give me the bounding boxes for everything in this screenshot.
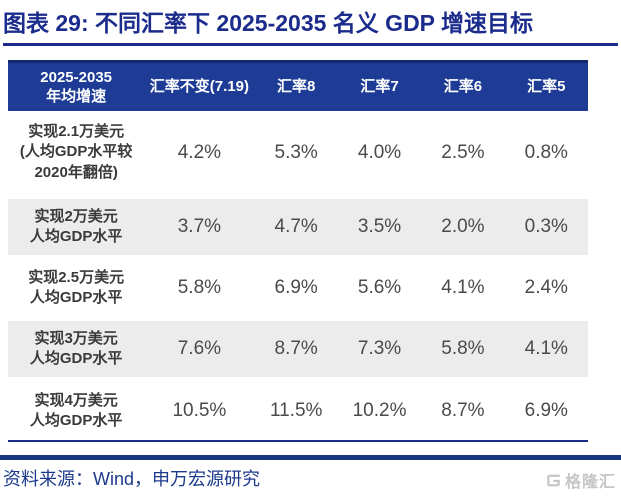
value-cell: 5.8%: [177, 277, 222, 299]
gelonghui-g-icon: [545, 472, 562, 489]
column-header: 汇率不变(7.19): [144, 61, 255, 111]
value-cell: 10.2%: [352, 400, 407, 422]
value-cell: 7.6%: [144, 316, 255, 383]
value-cell: 3.7%: [144, 194, 255, 261]
row-label: 实现3万美元 人均GDP水平: [8, 316, 145, 383]
table-row: 实现2.1万美元 (人均GDP水平较 2020年翻倍) 4.2% 5.3% 4.0% 2…: [8, 111, 588, 197]
value-cell: 2.0%: [421, 194, 505, 261]
footer-bar: 资料来源：Wind，申万宏源研究 格隆汇: [3, 467, 618, 492]
value-cell: 11.5%: [269, 400, 323, 422]
title-underline: [3, 43, 618, 47]
table-row: 实现2万美元 人均GDP水平 3.7% 4.7% 3.5% 2.0% 0.3%: [8, 194, 588, 261]
table-row: 实现3万美元 人均GDP水平 7.6% 8.7% 7.3% 5.8% 4.1%: [8, 316, 588, 383]
row-label: 实现2.5万美元 人均GDP水平: [28, 269, 125, 307]
value-cell: 2.4%: [524, 277, 568, 299]
row-label: 实现4万美元 人均GDP水平: [29, 391, 123, 430]
value-cell: 4.1%: [441, 277, 485, 299]
table-header-row: 2025-2035 年均增速 汇率不变(7.19) 汇率8 汇率7 汇率6 汇率5: [8, 61, 588, 111]
value-cell: 3.5%: [337, 194, 422, 261]
figure-title: 图表 29: 不同汇率下 2025-2035 名义 GDP 增速目标: [3, 10, 533, 36]
value-cell: 4.2%: [177, 141, 222, 163]
value-cell: 4.0%: [357, 141, 402, 163]
value-cell: 0.8%: [524, 141, 568, 163]
value-cell: 5.3%: [274, 141, 318, 163]
value-cell: 2.5%: [441, 141, 485, 163]
row-label: 实现2万美元 人均GDP水平: [8, 194, 145, 261]
value-cell: 7.3%: [337, 316, 422, 383]
column-header: 2025-2035 年均增速: [8, 61, 145, 111]
value-cell: 5.8%: [421, 316, 505, 383]
row-label: 实现2.1万美元 (人均GDP水平较 2020年翻倍): [19, 123, 133, 181]
column-header: 汇率7: [337, 61, 422, 111]
source-note: 资料来源：Wind，申万宏源研究: [3, 468, 261, 489]
gelonghui-logo: 格隆汇: [545, 468, 618, 492]
table-row: 实现4万美元 人均GDP水平 10.5% 11.5% 10.2% 8.7% 6.9%: [8, 380, 588, 441]
value-cell: 0.3%: [504, 194, 588, 261]
value-cell: 10.5%: [172, 400, 227, 422]
column-header: 汇率6: [421, 61, 505, 111]
value-cell: 4.1%: [504, 316, 588, 383]
value-cell: 5.6%: [357, 277, 402, 299]
value-cell: 4.7%: [254, 194, 338, 261]
table-row: 实现2.5万美元 人均GDP水平 5.8% 6.9% 5.6% 4.1% 2.4%: [8, 258, 588, 319]
gelonghui-logo-text: 格隆汇: [564, 474, 616, 492]
value-cell: 6.9%: [524, 400, 568, 422]
figure-container: 图表 29: 不同汇率下 2025-2035 名义 GDP 增速目标 2025-…: [0, 10, 621, 492]
column-header: 汇率8: [254, 61, 338, 111]
value-cell: 6.9%: [274, 277, 318, 299]
value-cell: 8.7%: [254, 316, 338, 383]
gdp-growth-table: 2025-2035 年均增速 汇率不变(7.19) 汇率8 汇率7 汇率6 汇率5 实现2…: [8, 60, 588, 442]
column-header: 汇率5: [504, 61, 588, 111]
value-cell: 8.7%: [441, 400, 485, 422]
footer-divider: [0, 454, 621, 460]
